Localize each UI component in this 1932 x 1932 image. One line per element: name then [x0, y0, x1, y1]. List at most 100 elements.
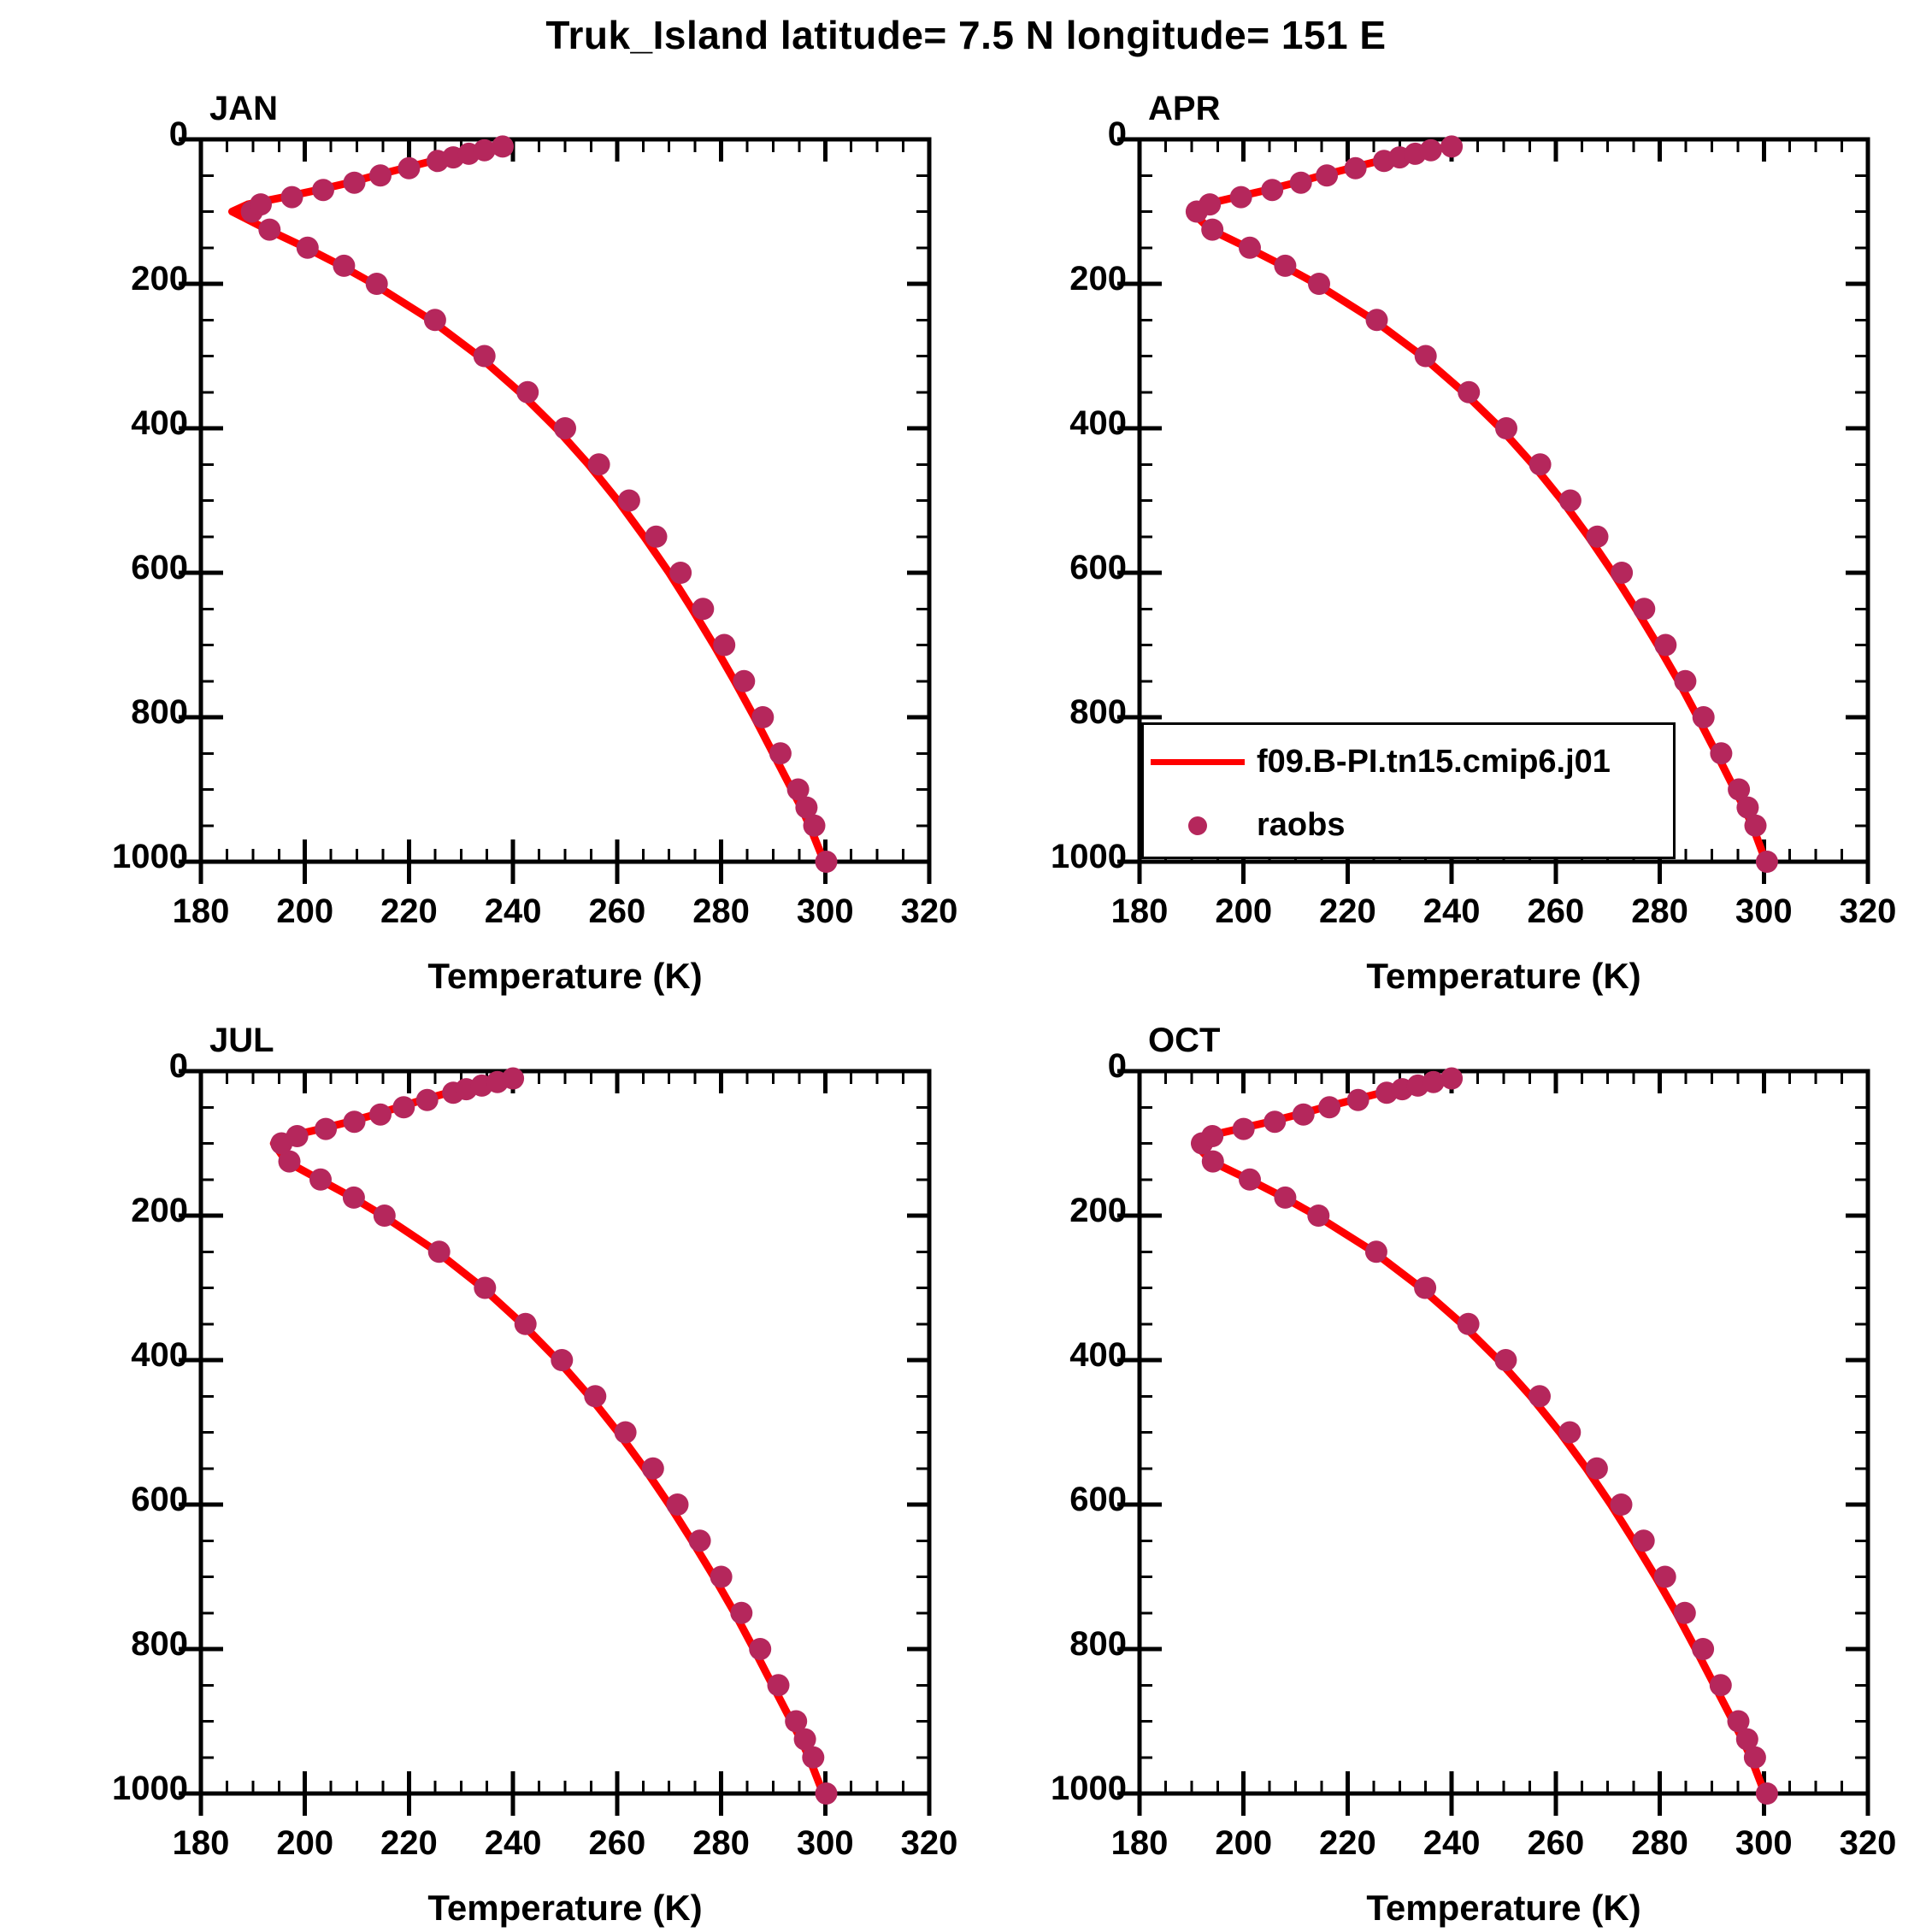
data-point: [645, 525, 668, 548]
legend-label: f09.B-PI.tn15.cmip6.j01: [1257, 744, 1611, 780]
data-point: [688, 1529, 711, 1552]
x-axis-title: Temperature (K): [1366, 1888, 1641, 1928]
data-point: [309, 1168, 332, 1191]
x-tick-label: 260: [588, 1824, 646, 1862]
data-point: [1709, 1674, 1732, 1697]
data-point: [250, 193, 272, 216]
x-tick-label: 280: [692, 892, 750, 930]
x-tick-label: 200: [276, 892, 334, 930]
data-point: [365, 273, 388, 295]
x-tick-label: 320: [1839, 892, 1897, 930]
data-point: [1457, 1312, 1480, 1335]
data-point: [1610, 1493, 1633, 1516]
data-point: [415, 1088, 439, 1111]
data-point: [767, 1674, 790, 1697]
data-point: [1558, 1421, 1582, 1444]
data-point: [554, 417, 576, 439]
data-point: [1755, 851, 1778, 873]
data-point: [286, 1125, 309, 1147]
data-point: [1364, 1240, 1387, 1263]
y-tick-label: 1000: [1051, 1770, 1127, 1807]
data-point: [666, 1493, 689, 1516]
data-point: [713, 633, 736, 657]
panel-title-apr: APR: [1148, 90, 1221, 127]
data-point: [551, 1349, 574, 1371]
x-tick-label: 240: [1422, 892, 1481, 930]
x-tick-label: 300: [796, 892, 854, 930]
y-tick-label: 400: [1069, 1336, 1127, 1374]
data-point: [614, 1421, 637, 1444]
data-point: [1529, 453, 1552, 476]
data-point: [278, 1150, 301, 1173]
data-point: [641, 1457, 664, 1480]
data-point: [1674, 669, 1697, 692]
x-axis-title: Temperature (K): [427, 1888, 703, 1928]
legend-label: raobs: [1257, 807, 1346, 843]
y-tick-label: 200: [1069, 1192, 1127, 1229]
data-point: [749, 1638, 772, 1660]
data-point: [1263, 1110, 1287, 1134]
data-point: [369, 1103, 392, 1126]
data-point: [795, 796, 818, 819]
data-point: [1692, 706, 1715, 728]
data-point: [815, 1782, 838, 1805]
x-tick-label: 220: [1319, 1824, 1376, 1862]
x-tick-label: 320: [1839, 1824, 1897, 1862]
data-point: [516, 380, 539, 403]
data-point: [258, 218, 281, 241]
x-tick-label: 260: [588, 892, 646, 930]
data-point: [342, 1186, 365, 1209]
data-point: [1274, 254, 1297, 277]
legend-item-raobs[interactable]: raobs: [1151, 807, 1345, 844]
data-point: [474, 1276, 497, 1299]
data-point: [786, 778, 810, 801]
y-tick-label: 1000: [1051, 838, 1127, 875]
data-point: [803, 814, 826, 837]
data-point: [1344, 156, 1367, 180]
data-point: [669, 562, 692, 584]
data-point: [1346, 1088, 1369, 1111]
data-point: [423, 309, 446, 332]
x-tick-label: 200: [1215, 892, 1273, 930]
panel-title-jul: JUL: [209, 1022, 274, 1059]
data-point: [802, 1746, 825, 1769]
y-tick-label: 0: [168, 115, 188, 153]
legend-item-model[interactable]: f09.B-PI.tn15.cmip6.j01: [1151, 744, 1611, 780]
x-tick-label: 260: [1527, 1824, 1585, 1862]
x-tick-label: 180: [172, 1824, 230, 1862]
data-point: [1201, 218, 1224, 241]
data-point: [312, 179, 334, 202]
data-point: [1239, 1168, 1261, 1191]
data-point: [1365, 309, 1388, 332]
data-point: [587, 453, 610, 476]
data-point: [815, 851, 838, 873]
data-point: [315, 1117, 338, 1140]
data-point: [492, 135, 514, 158]
panel-title-oct: OCT: [1148, 1022, 1221, 1059]
data-point: [1199, 193, 1222, 216]
x-tick-label: 240: [484, 892, 542, 930]
data-point: [1736, 796, 1759, 819]
y-tick-label: 400: [131, 1336, 188, 1374]
y-tick-label: 0: [1107, 1047, 1127, 1085]
x-tick-label: 220: [380, 1824, 438, 1862]
y-tick-label: 600: [1069, 1481, 1127, 1518]
series-line-model: [1191, 1075, 1769, 1798]
legend: f09.B-PI.tn15.cmip6.j01 raobs: [1141, 722, 1676, 859]
y-tick-label: 600: [131, 549, 188, 586]
series-markers-raobs: [270, 1067, 838, 1805]
y-tick-label: 200: [1069, 260, 1127, 297]
y-tick-label: 1000: [112, 838, 188, 875]
y-tick-label: 400: [1069, 404, 1127, 442]
data-point: [373, 1205, 396, 1227]
data-point: [733, 669, 756, 692]
x-tick-label: 300: [796, 1824, 854, 1862]
data-point: [1744, 814, 1767, 837]
x-tick-label: 320: [900, 1824, 958, 1862]
y-tick-label: 800: [131, 693, 188, 731]
y-tick-label: 1000: [112, 1770, 188, 1807]
x-tick-label: 240: [1422, 1824, 1481, 1862]
panel-title-jan: JAN: [209, 90, 279, 127]
